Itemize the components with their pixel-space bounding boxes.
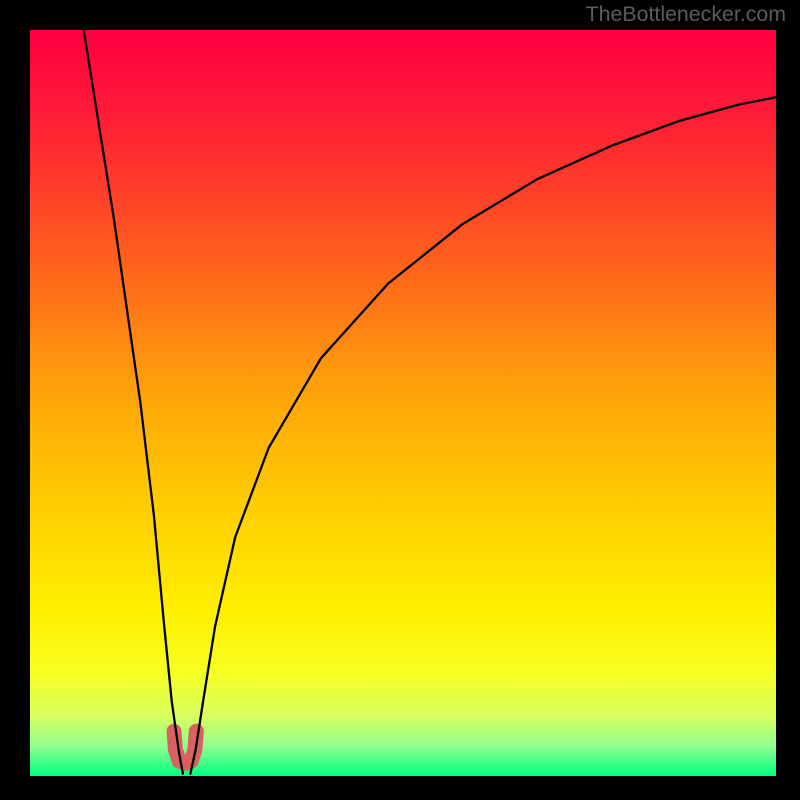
stage: TheBottlenecker.com [0, 0, 800, 800]
watermark-text: TheBottlenecker.com [586, 2, 786, 27]
gradient-background [30, 30, 776, 776]
plot-box [30, 30, 776, 776]
